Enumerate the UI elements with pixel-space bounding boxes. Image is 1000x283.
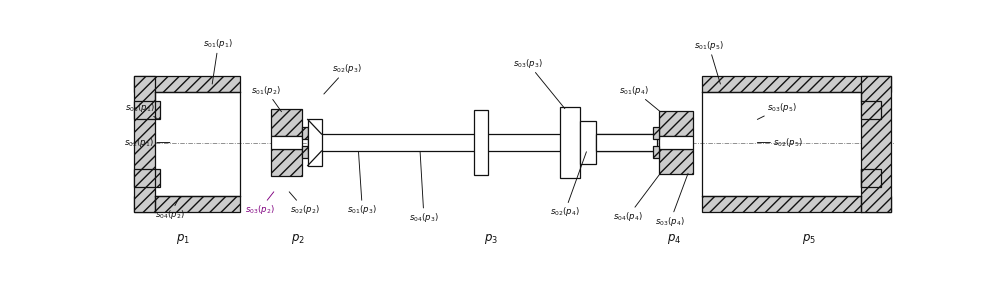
Bar — [134, 76, 240, 92]
Text: $s_{02}(p_2)$: $s_{02}(p_2)$ — [289, 192, 320, 216]
Bar — [653, 127, 659, 140]
Bar — [474, 110, 488, 175]
Bar — [861, 169, 881, 187]
Text: $p_2$: $p_2$ — [291, 232, 305, 246]
Text: $p_4$: $p_4$ — [667, 232, 681, 246]
Bar — [134, 76, 155, 212]
Text: $p_1$: $p_1$ — [176, 232, 190, 246]
Text: $s_{02}(p_4)$: $s_{02}(p_4)$ — [550, 152, 586, 218]
Text: $s_{04}(p_2)$: $s_{04}(p_2)$ — [155, 196, 185, 221]
Bar — [560, 107, 580, 178]
Bar — [861, 76, 891, 212]
Bar — [659, 111, 693, 136]
Text: $s_{01}(p_3)$: $s_{01}(p_3)$ — [347, 152, 377, 216]
Bar — [596, 134, 657, 151]
Bar — [271, 110, 302, 136]
Bar — [580, 121, 596, 164]
Text: $p_5$: $p_5$ — [802, 232, 816, 246]
Bar — [302, 146, 308, 158]
Text: $s_{02}(p_5)$: $s_{02}(p_5)$ — [757, 136, 803, 149]
Text: $p_3$: $p_3$ — [484, 232, 498, 246]
Text: $s_{01}(p_1)$: $s_{01}(p_1)$ — [203, 37, 233, 84]
Text: $s_{03}(p_2)$: $s_{03}(p_2)$ — [245, 192, 275, 216]
Bar — [302, 127, 308, 140]
Bar — [653, 146, 659, 158]
Bar — [134, 101, 160, 119]
Text: $s_{03}(p_1)$: $s_{03}(p_1)$ — [125, 101, 158, 119]
Bar — [659, 149, 693, 174]
Bar — [861, 101, 881, 119]
Bar — [659, 136, 693, 149]
Text: $s_{01}(p_5)$: $s_{01}(p_5)$ — [694, 39, 724, 84]
Text: $s_{02}(p_1)$: $s_{02}(p_1)$ — [124, 136, 170, 149]
Bar — [702, 196, 891, 212]
Bar — [271, 149, 302, 176]
Text: $s_{03}(p_4)$: $s_{03}(p_4)$ — [655, 173, 688, 228]
Text: $s_{03}(p_3)$: $s_{03}(p_3)$ — [513, 57, 565, 109]
Bar — [308, 119, 322, 166]
Text: $s_{02}(p_3)$: $s_{02}(p_3)$ — [324, 62, 362, 94]
Text: $s_{04}(p_4)$: $s_{04}(p_4)$ — [613, 173, 660, 223]
Bar — [134, 169, 160, 187]
Text: $s_{03}(p_5)$: $s_{03}(p_5)$ — [757, 101, 797, 119]
Text: $s_{01}(p_2)$: $s_{01}(p_2)$ — [251, 84, 282, 112]
Text: $s_{04}(p_3)$: $s_{04}(p_3)$ — [409, 152, 439, 224]
Bar — [308, 134, 657, 151]
Bar — [134, 196, 240, 212]
Bar — [271, 136, 302, 149]
Text: $s_{01}(p_4)$: $s_{01}(p_4)$ — [619, 84, 660, 112]
Bar — [702, 76, 891, 92]
